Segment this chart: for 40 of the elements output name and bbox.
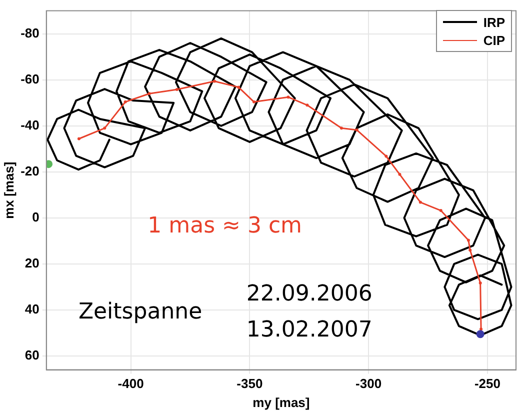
y-tick-label: -40 [20, 117, 40, 132]
legend-label: IRP [483, 14, 505, 30]
point [46, 160, 53, 168]
x-tick-label: -350 [236, 376, 263, 392]
y-tick-label: -80 [20, 25, 40, 40]
annotation: Zeitspanne [78, 300, 202, 325]
y-tick-label: 0 [32, 209, 40, 224]
point [306, 104, 309, 107]
point [398, 172, 402, 176]
point [418, 200, 422, 204]
point [103, 126, 106, 130]
point [466, 238, 470, 242]
y-tick-label: -60 [20, 71, 40, 86]
point [340, 126, 343, 130]
x-axis-title: my [mas] [252, 394, 310, 410]
point [252, 100, 256, 104]
x-tick-label: -300 [356, 376, 382, 392]
annotation: 1 mas ≈ 3 cm [148, 214, 302, 239]
point [480, 328, 483, 331]
point [237, 86, 240, 89]
y-tick-label: 20 [24, 256, 40, 271]
annotation: 13.02.2007 [246, 318, 372, 343]
y-tick-label: 60 [24, 348, 40, 363]
point [286, 96, 290, 99]
point [148, 92, 151, 96]
x-tick-label: -250 [474, 376, 500, 392]
y-tick-label: -20 [20, 163, 40, 178]
point [384, 154, 388, 158]
point [468, 248, 472, 252]
point [478, 282, 482, 285]
point [124, 100, 127, 104]
legend-label: CIP [483, 32, 505, 48]
point [213, 80, 216, 83]
annotation: 22.09.2006 [246, 282, 372, 307]
x-tick-label: -400 [118, 376, 144, 392]
point [476, 330, 484, 338]
point [439, 209, 442, 212]
point [77, 137, 80, 140]
y-axis-title: mx [mas] [1, 162, 16, 219]
y-tick-label: 40 [24, 302, 40, 317]
